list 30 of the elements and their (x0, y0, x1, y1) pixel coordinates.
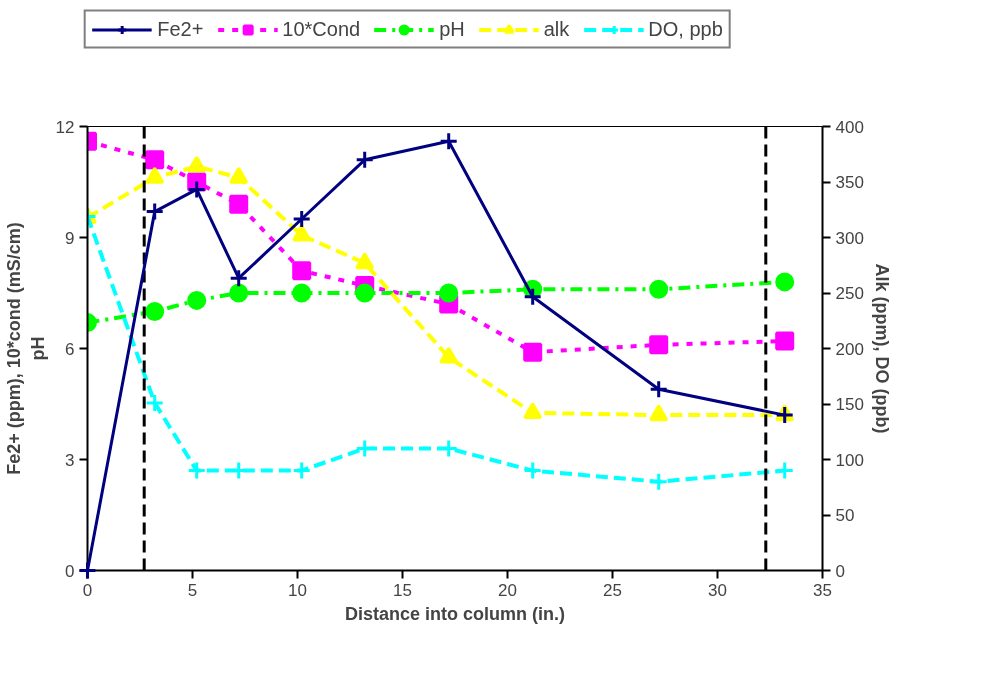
y2-tick-label: 250 (835, 284, 864, 303)
y2-tick-label: 300 (835, 228, 864, 248)
y2-tick-label: 50 (835, 506, 855, 525)
legend-label: alk (543, 17, 570, 41)
x-tick-label: 30 (708, 580, 727, 600)
x-tick-label: 35 (813, 580, 832, 600)
y-tick-label: 9 (65, 228, 75, 248)
y-tick-label: 12 (55, 117, 75, 137)
legend-label: DO, ppb (648, 17, 723, 41)
x-tick-label: 20 (498, 580, 517, 600)
y-tick-label: 6 (65, 339, 75, 359)
legend-label: Fe2+ (157, 17, 204, 41)
y2-tick-label: 100 (835, 450, 864, 470)
y2-tick-label: 200 (835, 339, 864, 359)
y-tick-label: 3 (65, 450, 75, 470)
x-tick-label: 10 (288, 580, 307, 600)
x-tick-label: 5 (187, 580, 198, 600)
x-tick-label: 25 (603, 580, 622, 600)
x-tick-label: 0 (82, 580, 93, 600)
y-tick-label: 0 (65, 561, 75, 581)
y2-tick-label: 0 (835, 561, 845, 581)
y2-tick-label: 350 (835, 173, 864, 192)
y-axis-title: Fe2+ (ppm), 10*cond (mS/cm) pH (3, 222, 48, 475)
y2-tick-label: 150 (835, 395, 864, 414)
x-tick-label: 15 (393, 580, 412, 600)
x-axis-title: Distance into column (in.) (345, 603, 566, 624)
legend-label: pH (439, 17, 465, 41)
legend-label: 10*Cond (282, 17, 361, 41)
y2-axis-title: Alk (ppm), DO (ppb) (871, 263, 892, 434)
y2-tick-label: 400 (835, 117, 864, 137)
